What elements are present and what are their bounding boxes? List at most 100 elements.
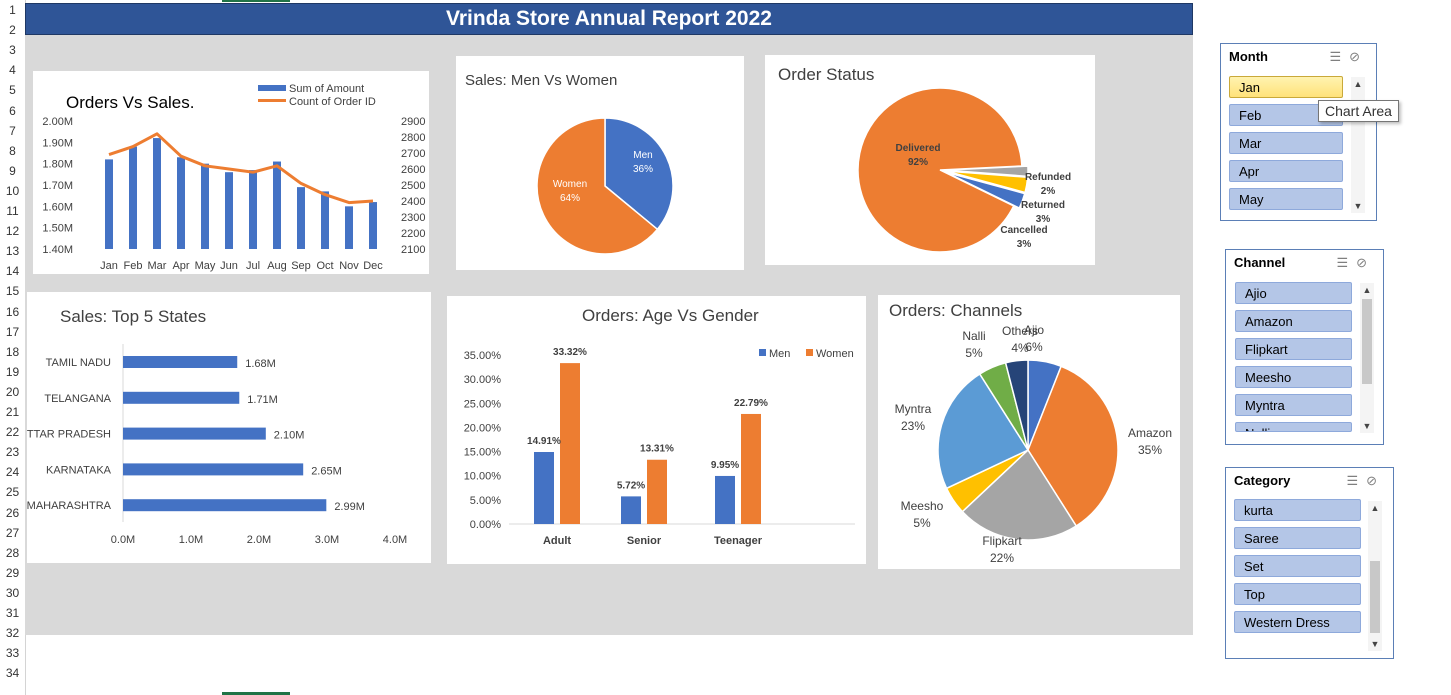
row-number[interactable]: 33 — [5, 646, 20, 661]
data-label: 3% — [1017, 239, 1032, 250]
slicer-item[interactable]: Mar — [1229, 132, 1343, 154]
y-tick-label: 30.00% — [464, 374, 502, 386]
multi-select-and-clear-filter-icons[interactable]: ☰⊘ — [1336, 255, 1375, 270]
row-number[interactable]: 18 — [5, 344, 20, 359]
row-number[interactable]: 10 — [5, 183, 20, 198]
slicer-category[interactable]: Category ☰⊘ kurta Saree Set Top Western Dres… — [1225, 467, 1394, 659]
row-number[interactable]: 34 — [5, 666, 20, 681]
slicer-scrollbar[interactable]: ▲ ▼ — [1368, 501, 1382, 651]
row-number[interactable]: 1 — [9, 3, 16, 17]
x-tick-label: 3.0M — [315, 534, 339, 546]
row-number[interactable]: 21 — [5, 405, 20, 419]
x-tick-label: 2.0M — [247, 534, 271, 546]
data-label: Flipkart — [982, 534, 1022, 548]
row-number[interactable]: 25 — [5, 485, 20, 500]
row-number[interactable]: 8 — [9, 143, 16, 158]
row-number[interactable]: 32 — [5, 626, 20, 641]
chart-top-states[interactable]: Sales: Top 5 States TAMIL NADU 1.68M TELAN… — [27, 292, 431, 563]
slicer-item[interactable]: kurta — [1234, 499, 1361, 521]
row-number[interactable]: 20 — [5, 384, 20, 399]
data-label: Others — [1002, 324, 1038, 338]
bar — [105, 159, 113, 249]
slicer-item[interactable]: Saree — [1234, 527, 1361, 549]
y-tick-label: 1.80M — [42, 159, 73, 171]
row-number[interactable]: 17 — [5, 324, 20, 339]
multi-select-and-clear-filter-icons[interactable]: ☰⊘ — [1329, 49, 1368, 64]
y-tick-label: 35.00% — [464, 350, 502, 362]
row-number[interactable]: 2 — [9, 23, 16, 38]
slicer-month[interactable]: Month ☰⊘ Jan Feb Mar Apr May ▲ ▼ — [1220, 43, 1377, 221]
scroll-down-icon[interactable]: ▼ — [1353, 201, 1363, 211]
row-number[interactable]: 6 — [9, 103, 16, 118]
row-number[interactable]: 30 — [5, 585, 20, 600]
row-number[interactable]: 5 — [9, 83, 16, 98]
pie-slice — [937, 372, 1030, 490]
slicer-item[interactable]: Top — [1234, 583, 1361, 605]
data-label: Delivered — [895, 143, 940, 154]
row-number[interactable]: 29 — [5, 565, 20, 580]
bar — [123, 427, 266, 440]
row-number[interactable]: 15 — [5, 284, 20, 299]
slicer-channel[interactable]: Channel ☰⊘ Ajio Amazon Flipkart Meesho Myntr… — [1225, 249, 1384, 445]
slicer-item[interactable]: Apr — [1229, 160, 1343, 182]
y-tick-label: 10.00% — [464, 471, 502, 483]
row-number[interactable]: 26 — [5, 505, 20, 520]
chart-orders-vs-sales[interactable]: Orders Vs Sales. 2.00M 1.90M 1.80M 1.70M 1.6… — [33, 71, 429, 274]
slicer-item[interactable]: May — [1229, 188, 1343, 210]
slicer-item[interactable]: Flipkart — [1235, 338, 1352, 360]
row-number[interactable]: 9 — [9, 163, 16, 178]
data-label: 5.72% — [617, 480, 645, 491]
chart-channels[interactable]: Orders: Channels Ajio 6% Amazon 35% Flipkart… — [878, 295, 1180, 569]
x-tick-label: Adult — [543, 535, 571, 547]
row-number[interactable]: 4 — [9, 63, 16, 78]
row-number[interactable]: 12 — [5, 224, 20, 239]
y2-tick-label: 2800 — [401, 132, 425, 144]
pie-slice — [945, 170, 1029, 194]
slicer-item[interactable]: Myntra — [1235, 394, 1352, 416]
chart-men-vs-women[interactable]: Sales: Men Vs Women Men 36% Women 64% — [456, 56, 744, 270]
scroll-up-icon[interactable]: ▲ — [1370, 503, 1380, 513]
bar — [129, 146, 137, 249]
slicer-item[interactable]: Set — [1234, 555, 1361, 577]
scroll-up-icon[interactable]: ▲ — [1353, 79, 1363, 89]
scroll-down-icon[interactable]: ▼ — [1362, 421, 1372, 431]
bar — [273, 161, 281, 249]
scroll-up-icon[interactable]: ▲ — [1362, 285, 1372, 295]
row-number[interactable]: 13 — [5, 244, 20, 259]
row-number[interactable]: 27 — [5, 525, 20, 540]
row-number[interactable]: 7 — [9, 123, 16, 138]
row-number[interactable]: 23 — [5, 445, 20, 460]
slicer-scrollbar[interactable]: ▲ ▼ — [1351, 77, 1365, 213]
x-tick-label: Feb — [124, 260, 143, 272]
row-number[interactable]: 11 — [6, 204, 19, 218]
y2-tick-label: 2600 — [401, 164, 425, 176]
row-number[interactable]: 24 — [5, 465, 20, 480]
row-number[interactable]: 31 — [5, 606, 20, 620]
slicer-item[interactable]: Meesho — [1235, 366, 1352, 388]
row-number[interactable]: 22 — [5, 425, 20, 440]
slicer-item[interactable]: Ajio — [1235, 282, 1352, 304]
row-number[interactable]: 14 — [5, 264, 20, 279]
multi-select-and-clear-filter-icons[interactable]: ☰⊘ — [1346, 473, 1385, 488]
slicer-title: Category — [1234, 473, 1291, 488]
scroll-thumb[interactable] — [1370, 561, 1380, 633]
slicer-scrollbar[interactable]: ▲ ▼ — [1360, 283, 1374, 433]
chart-title: Order Status — [778, 65, 875, 84]
slicer-item[interactable]: Nalli — [1235, 422, 1352, 432]
slicer-item[interactable]: Western Dress — [1234, 611, 1361, 633]
legend-swatch — [806, 349, 813, 356]
slicer-item[interactable]: Jan — [1229, 76, 1343, 98]
scroll-down-icon[interactable]: ▼ — [1370, 639, 1380, 649]
slicer-item[interactable]: Feb — [1229, 104, 1343, 126]
chart-age-vs-gender[interactable]: Orders: Age Vs Gender 35.00% 30.00% 25.00%… — [447, 296, 866, 564]
slicer-item[interactable]: Amazon — [1235, 310, 1352, 332]
chart-order-status[interactable]: Order Status Delivered 92% Refunded 2% Retur… — [765, 55, 1095, 265]
scroll-thumb[interactable] — [1362, 299, 1372, 384]
row-number[interactable]: 19 — [5, 364, 20, 379]
orders-vs-sales-plot: 2.00M 1.90M 1.80M 1.70M 1.60M 1.50M 1.40M 2900 2… — [42, 83, 425, 272]
pie-slice — [961, 448, 1078, 541]
row-number[interactable]: 16 — [5, 304, 20, 319]
data-label: 22.79% — [734, 398, 768, 409]
row-number[interactable]: 28 — [5, 545, 20, 560]
row-number[interactable]: 3 — [9, 43, 16, 58]
